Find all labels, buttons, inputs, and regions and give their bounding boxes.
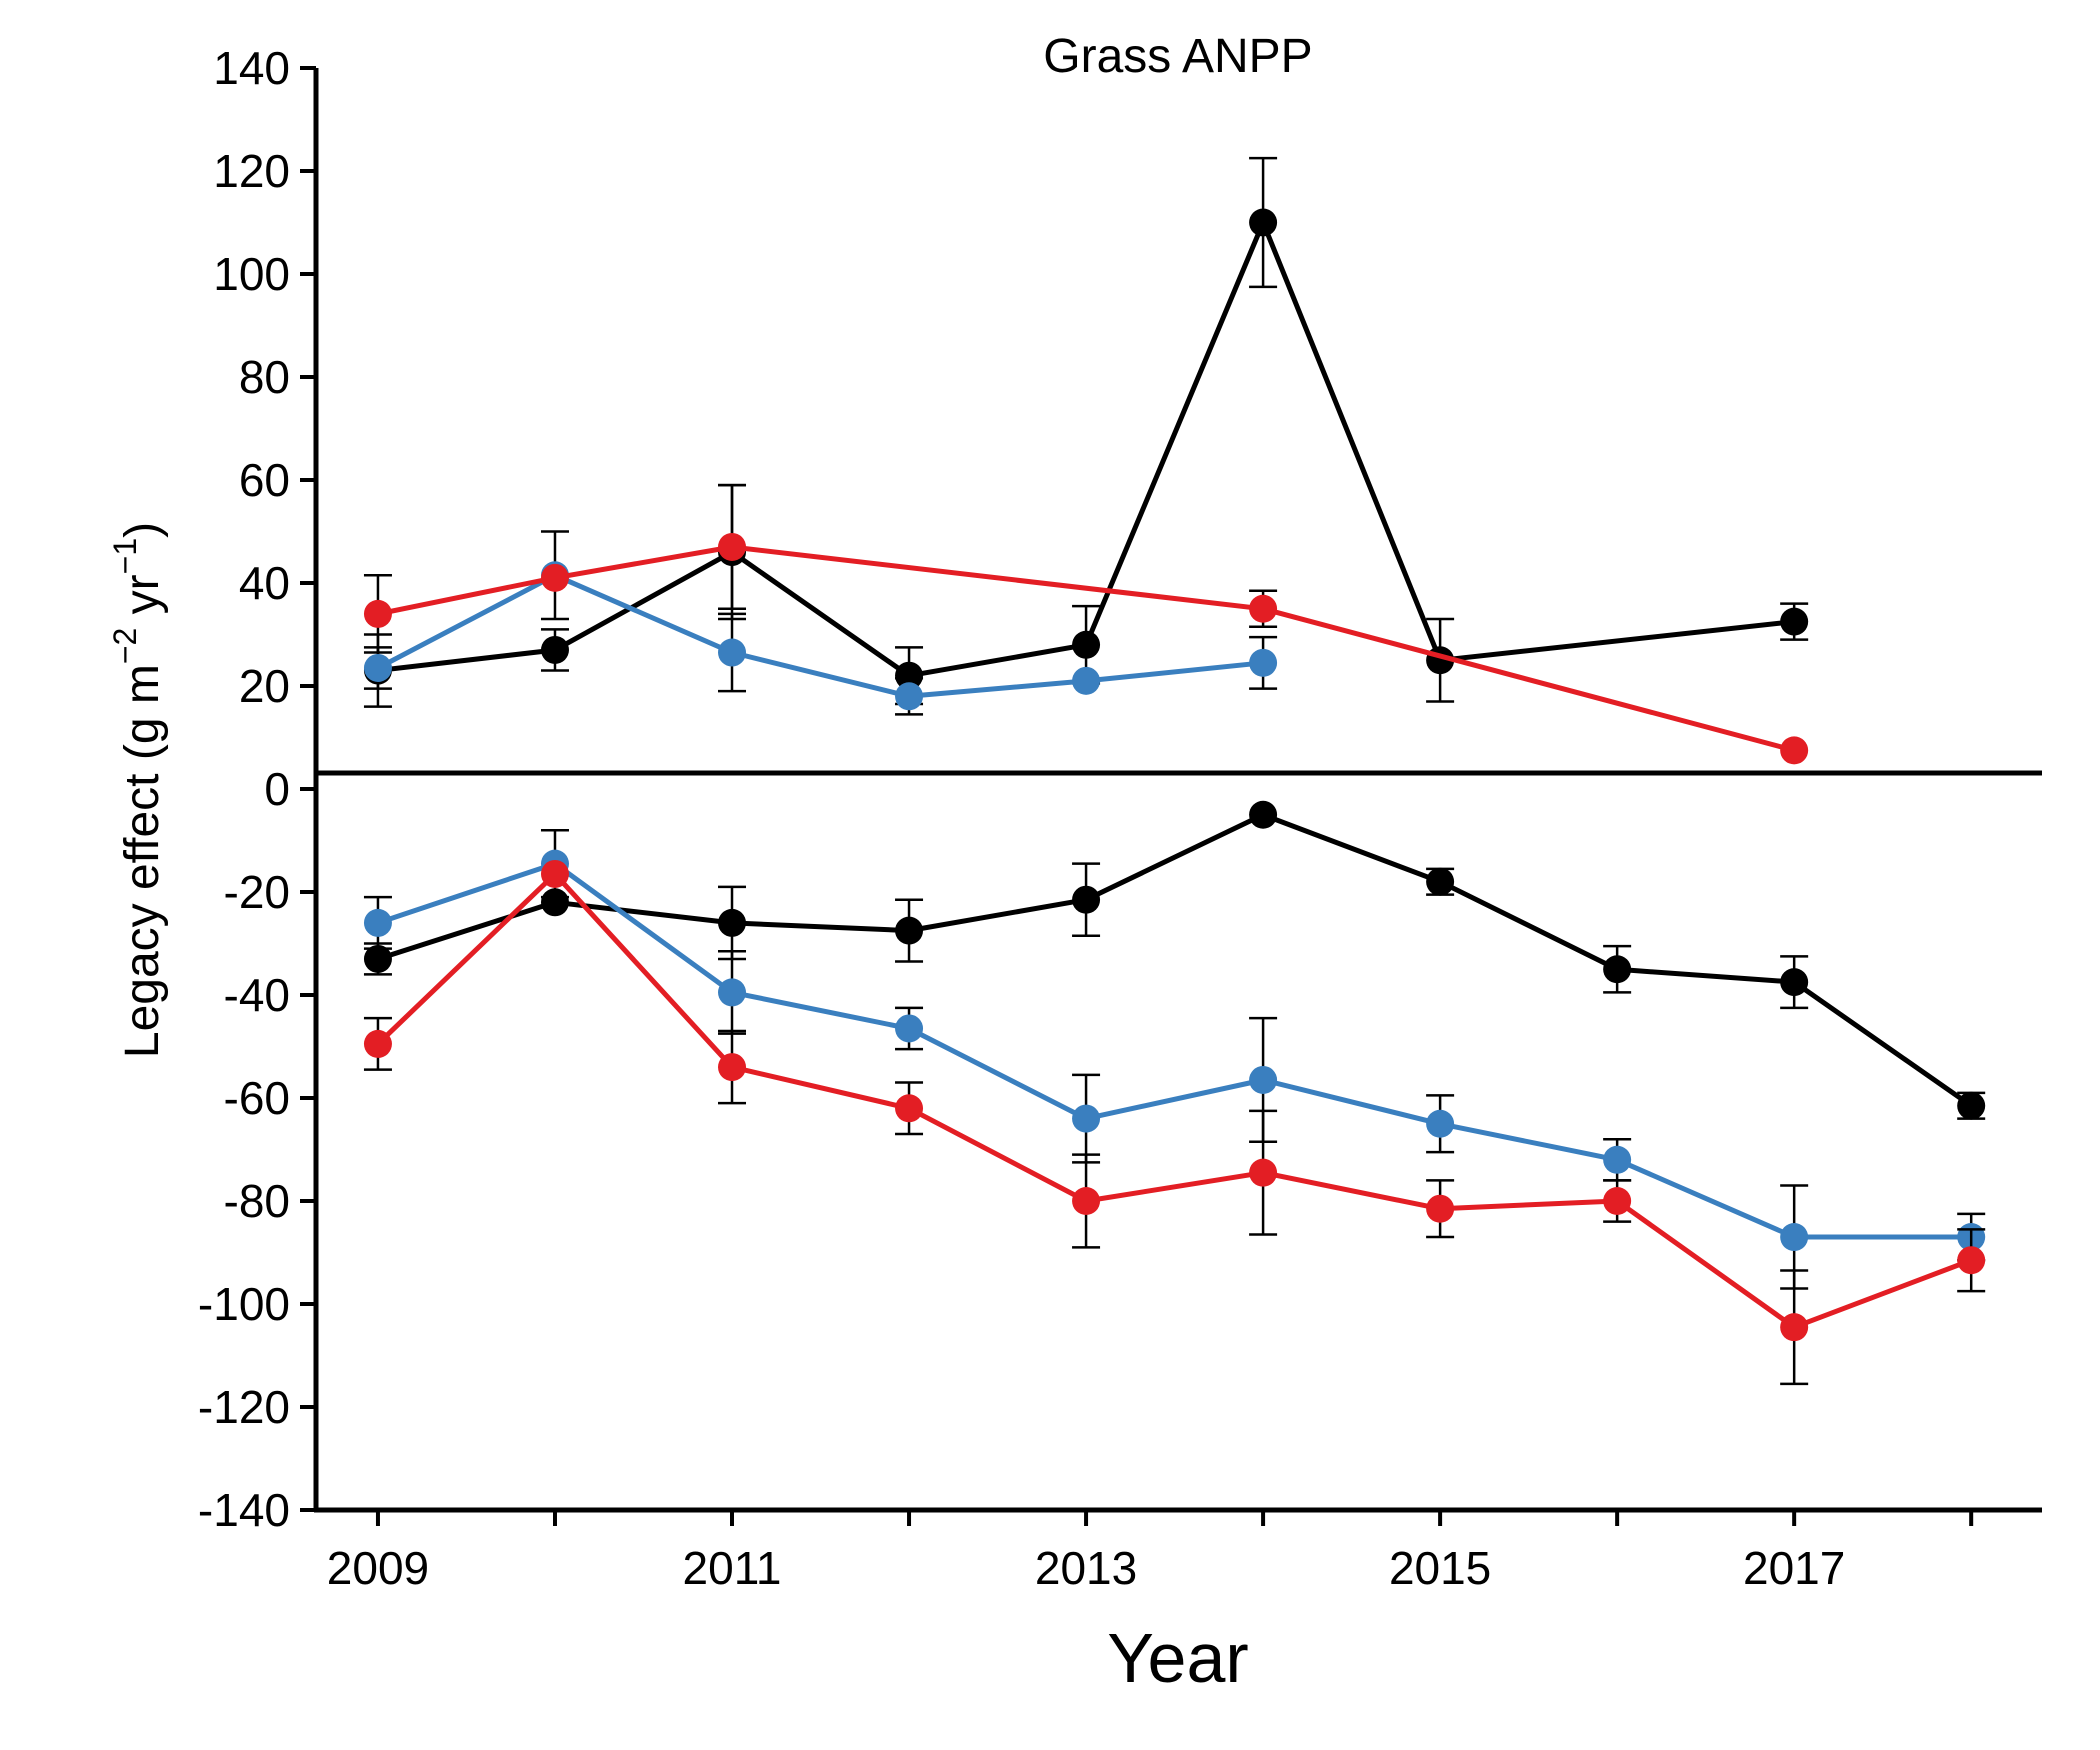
y-axis-label-end: ) xyxy=(116,522,169,538)
data-point xyxy=(1426,1109,1455,1138)
data-point xyxy=(1072,630,1101,659)
data-point xyxy=(718,908,747,937)
x-ticks: 2009 2011 2013 2015 2017 xyxy=(327,1510,1974,1594)
x-tick-label: 2017 xyxy=(1743,1542,1845,1594)
x-tick-label: 2015 xyxy=(1389,1542,1491,1594)
data-point xyxy=(1957,1091,1986,1120)
data-point xyxy=(363,908,392,937)
series-4 xyxy=(363,800,1986,1120)
data-point xyxy=(718,638,747,667)
y-tick-label: 120 xyxy=(213,145,290,197)
data-point xyxy=(1249,594,1278,623)
data-point xyxy=(895,682,924,711)
y-tick-label: 80 xyxy=(239,351,290,403)
data-point xyxy=(1957,1246,1986,1275)
data-point xyxy=(895,1014,924,1043)
data-point xyxy=(1780,1313,1809,1342)
data-point xyxy=(1072,666,1101,695)
data-point xyxy=(1426,867,1455,896)
data-point xyxy=(718,1053,747,1082)
y-tick-label: -80 xyxy=(224,1175,290,1227)
data-point xyxy=(1249,208,1278,237)
data-point xyxy=(1426,1194,1455,1223)
series-line xyxy=(377,220,1795,679)
series-layer xyxy=(363,156,1986,1386)
y-tick-label: -100 xyxy=(198,1278,290,1330)
data-point xyxy=(1249,1158,1278,1187)
series-line xyxy=(376,572,1264,699)
x-tick-label: 2013 xyxy=(1035,1542,1137,1594)
axes-layer xyxy=(313,68,2042,1513)
y-axis-label-sup-1: −2 xyxy=(107,628,143,664)
data-point xyxy=(718,532,747,561)
data-point xyxy=(1780,968,1809,997)
data-point xyxy=(363,1029,392,1058)
y-tick-label: 40 xyxy=(239,557,290,609)
y-tick-label: 100 xyxy=(213,248,290,300)
data-point xyxy=(1603,1145,1632,1174)
data-point xyxy=(363,653,392,682)
data-point xyxy=(540,635,569,664)
data-point xyxy=(718,978,747,1007)
chart-title: Grass ANPP xyxy=(1043,30,1312,83)
data-point xyxy=(1780,607,1809,636)
data-point xyxy=(363,599,392,628)
data-point xyxy=(363,944,392,973)
data-point xyxy=(1249,648,1278,677)
y-axis-label-mid: yr xyxy=(116,574,169,627)
y-tick-label: 60 xyxy=(239,454,290,506)
data-point xyxy=(1072,1104,1101,1133)
series-6 xyxy=(363,859,1986,1386)
data-point xyxy=(1603,1187,1632,1215)
data-point xyxy=(540,563,569,592)
x-tick-label: 2011 xyxy=(683,1542,782,1594)
data-point xyxy=(1780,1223,1809,1252)
series-line xyxy=(377,861,1972,1240)
y-tick-label: -20 xyxy=(224,866,290,918)
data-point xyxy=(540,888,569,917)
y-tick-label: -60 xyxy=(224,1072,290,1124)
y-tick-label: 140 xyxy=(213,42,290,94)
data-point xyxy=(540,859,569,888)
data-point xyxy=(895,661,924,690)
y-ticks: -140 -120 -100 -80 -60 -40 -20 0 20 40 60 80 100 120 1… xyxy=(198,42,316,1536)
series-line xyxy=(377,812,1973,1108)
x-axis-label: Year xyxy=(1107,1619,1248,1697)
y-tick-label: 0 xyxy=(264,763,290,815)
series-line xyxy=(376,871,1973,1330)
data-point xyxy=(1072,885,1101,914)
y-axis-label-sup-2: −1 xyxy=(107,538,143,574)
y-tick-label: 20 xyxy=(239,660,290,712)
data-point xyxy=(1603,955,1632,984)
series-3 xyxy=(363,483,1809,765)
y-tick-label: -120 xyxy=(198,1381,290,1433)
data-point xyxy=(1249,800,1278,829)
series-1 xyxy=(363,156,1809,708)
y-axis-label: Legacy effect (g m−2 yr−1) xyxy=(107,522,169,1058)
data-point xyxy=(895,1094,924,1123)
data-point xyxy=(895,916,924,945)
y-tick-label: -140 xyxy=(198,1484,290,1536)
series-5 xyxy=(363,828,1986,1290)
x-tick-label: 2009 xyxy=(327,1542,429,1594)
data-point xyxy=(1780,736,1809,765)
y-tick-label: -40 xyxy=(224,969,290,1021)
data-point xyxy=(1249,1065,1278,1094)
y-axis-label-text: Legacy effect (g m xyxy=(116,664,169,1058)
data-point xyxy=(1072,1187,1101,1215)
